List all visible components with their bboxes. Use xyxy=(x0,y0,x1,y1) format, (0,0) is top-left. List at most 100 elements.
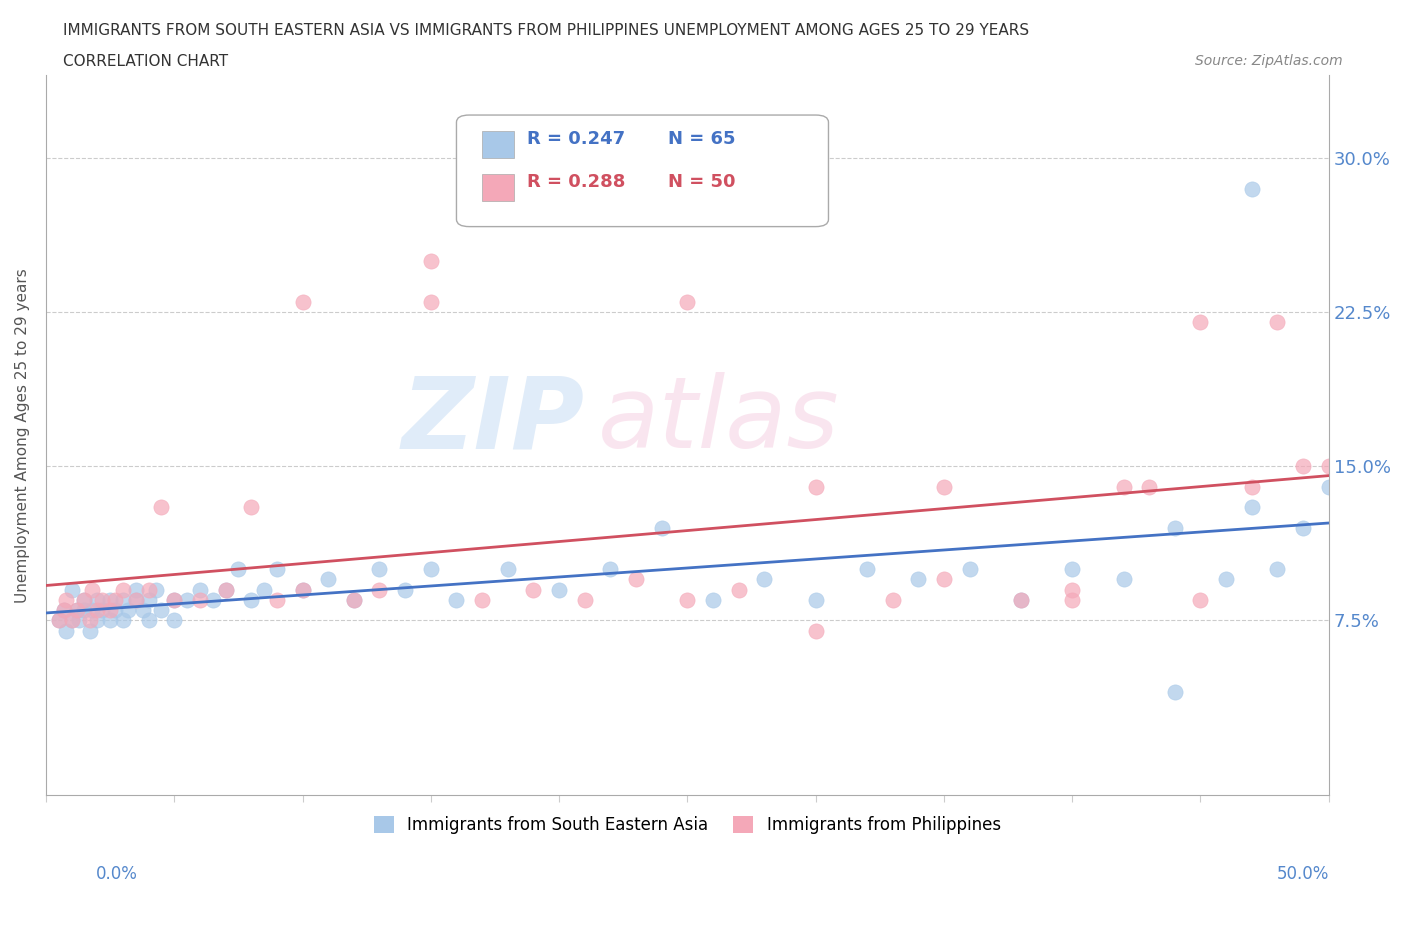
Point xyxy=(150,500,173,515)
Text: 50.0%: 50.0% xyxy=(1277,865,1329,883)
Point xyxy=(1062,582,1084,597)
Point xyxy=(214,582,236,597)
Point xyxy=(291,582,314,597)
Point xyxy=(676,592,699,607)
Point xyxy=(1010,592,1032,607)
Point xyxy=(804,592,827,607)
Text: CORRELATION CHART: CORRELATION CHART xyxy=(63,54,228,69)
Point xyxy=(574,592,596,607)
FancyBboxPatch shape xyxy=(482,131,515,158)
Point xyxy=(98,603,121,618)
Point xyxy=(1112,479,1135,494)
Point xyxy=(228,562,250,577)
Point xyxy=(1062,592,1084,607)
Point xyxy=(67,613,90,628)
Point xyxy=(150,603,173,618)
Point xyxy=(1267,562,1289,577)
Point xyxy=(132,603,155,618)
Point xyxy=(201,592,224,607)
Point xyxy=(651,521,673,536)
Text: atlas: atlas xyxy=(598,372,839,470)
Point xyxy=(104,592,127,607)
Point xyxy=(111,613,134,628)
Point xyxy=(48,613,70,628)
Legend: Immigrants from South Eastern Asia, Immigrants from Philippines: Immigrants from South Eastern Asia, Immi… xyxy=(367,809,1008,841)
Point xyxy=(86,613,108,628)
Point xyxy=(240,592,263,607)
Point xyxy=(727,582,749,597)
Point xyxy=(73,592,96,607)
Point xyxy=(138,582,160,597)
Point xyxy=(496,562,519,577)
Point xyxy=(959,562,981,577)
Point xyxy=(702,592,724,607)
Point xyxy=(368,582,391,597)
Point xyxy=(55,623,77,638)
Text: IMMIGRANTS FROM SOUTH EASTERN ASIA VS IMMIGRANTS FROM PHILIPPINES UNEMPLOYMENT A: IMMIGRANTS FROM SOUTH EASTERN ASIA VS IM… xyxy=(63,23,1029,38)
Point xyxy=(882,592,904,607)
Point xyxy=(52,603,75,618)
Point xyxy=(163,592,186,607)
Point xyxy=(111,582,134,597)
Point xyxy=(419,253,441,268)
Point xyxy=(52,603,75,618)
Point xyxy=(1112,572,1135,587)
Point xyxy=(111,592,134,607)
Point xyxy=(117,603,139,618)
Point xyxy=(754,572,776,587)
Point xyxy=(163,613,186,628)
Point xyxy=(522,582,544,597)
Point xyxy=(1010,592,1032,607)
Point xyxy=(599,562,621,577)
Point xyxy=(446,592,468,607)
Point xyxy=(1292,458,1315,473)
Point xyxy=(60,613,83,628)
Point xyxy=(1292,521,1315,536)
Point xyxy=(138,592,160,607)
Point xyxy=(73,592,96,607)
Point xyxy=(188,592,211,607)
Point xyxy=(291,582,314,597)
Point xyxy=(188,582,211,597)
Point xyxy=(1317,458,1340,473)
Point xyxy=(1267,314,1289,329)
Point xyxy=(86,603,108,618)
Point xyxy=(66,603,89,618)
Point xyxy=(804,479,827,494)
Point xyxy=(316,572,339,587)
Point xyxy=(1164,521,1187,536)
Point xyxy=(266,592,288,607)
Text: R = 0.288: R = 0.288 xyxy=(527,173,626,191)
Point xyxy=(1164,685,1187,700)
Point xyxy=(253,582,276,597)
Point xyxy=(1189,314,1212,329)
Point xyxy=(1215,572,1237,587)
Point xyxy=(804,623,827,638)
Point xyxy=(176,592,198,607)
Point xyxy=(55,592,77,607)
Point xyxy=(1062,562,1084,577)
Text: ZIP: ZIP xyxy=(402,372,585,470)
Point xyxy=(145,582,167,597)
Point xyxy=(86,592,108,607)
Point xyxy=(932,479,955,494)
FancyBboxPatch shape xyxy=(457,115,828,227)
Text: N = 50: N = 50 xyxy=(668,173,735,191)
Point xyxy=(419,562,441,577)
Point xyxy=(48,613,70,628)
Point xyxy=(932,572,955,587)
Point xyxy=(343,592,366,607)
Point xyxy=(291,294,314,309)
Text: Source: ZipAtlas.com: Source: ZipAtlas.com xyxy=(1195,54,1343,68)
Point xyxy=(60,613,83,628)
Point xyxy=(125,592,148,607)
Point xyxy=(856,562,879,577)
Point xyxy=(66,603,89,618)
Point xyxy=(98,592,121,607)
FancyBboxPatch shape xyxy=(482,174,515,202)
Point xyxy=(73,603,96,618)
Point xyxy=(1137,479,1160,494)
Point xyxy=(676,294,699,309)
Point xyxy=(79,623,101,638)
Point xyxy=(266,562,288,577)
